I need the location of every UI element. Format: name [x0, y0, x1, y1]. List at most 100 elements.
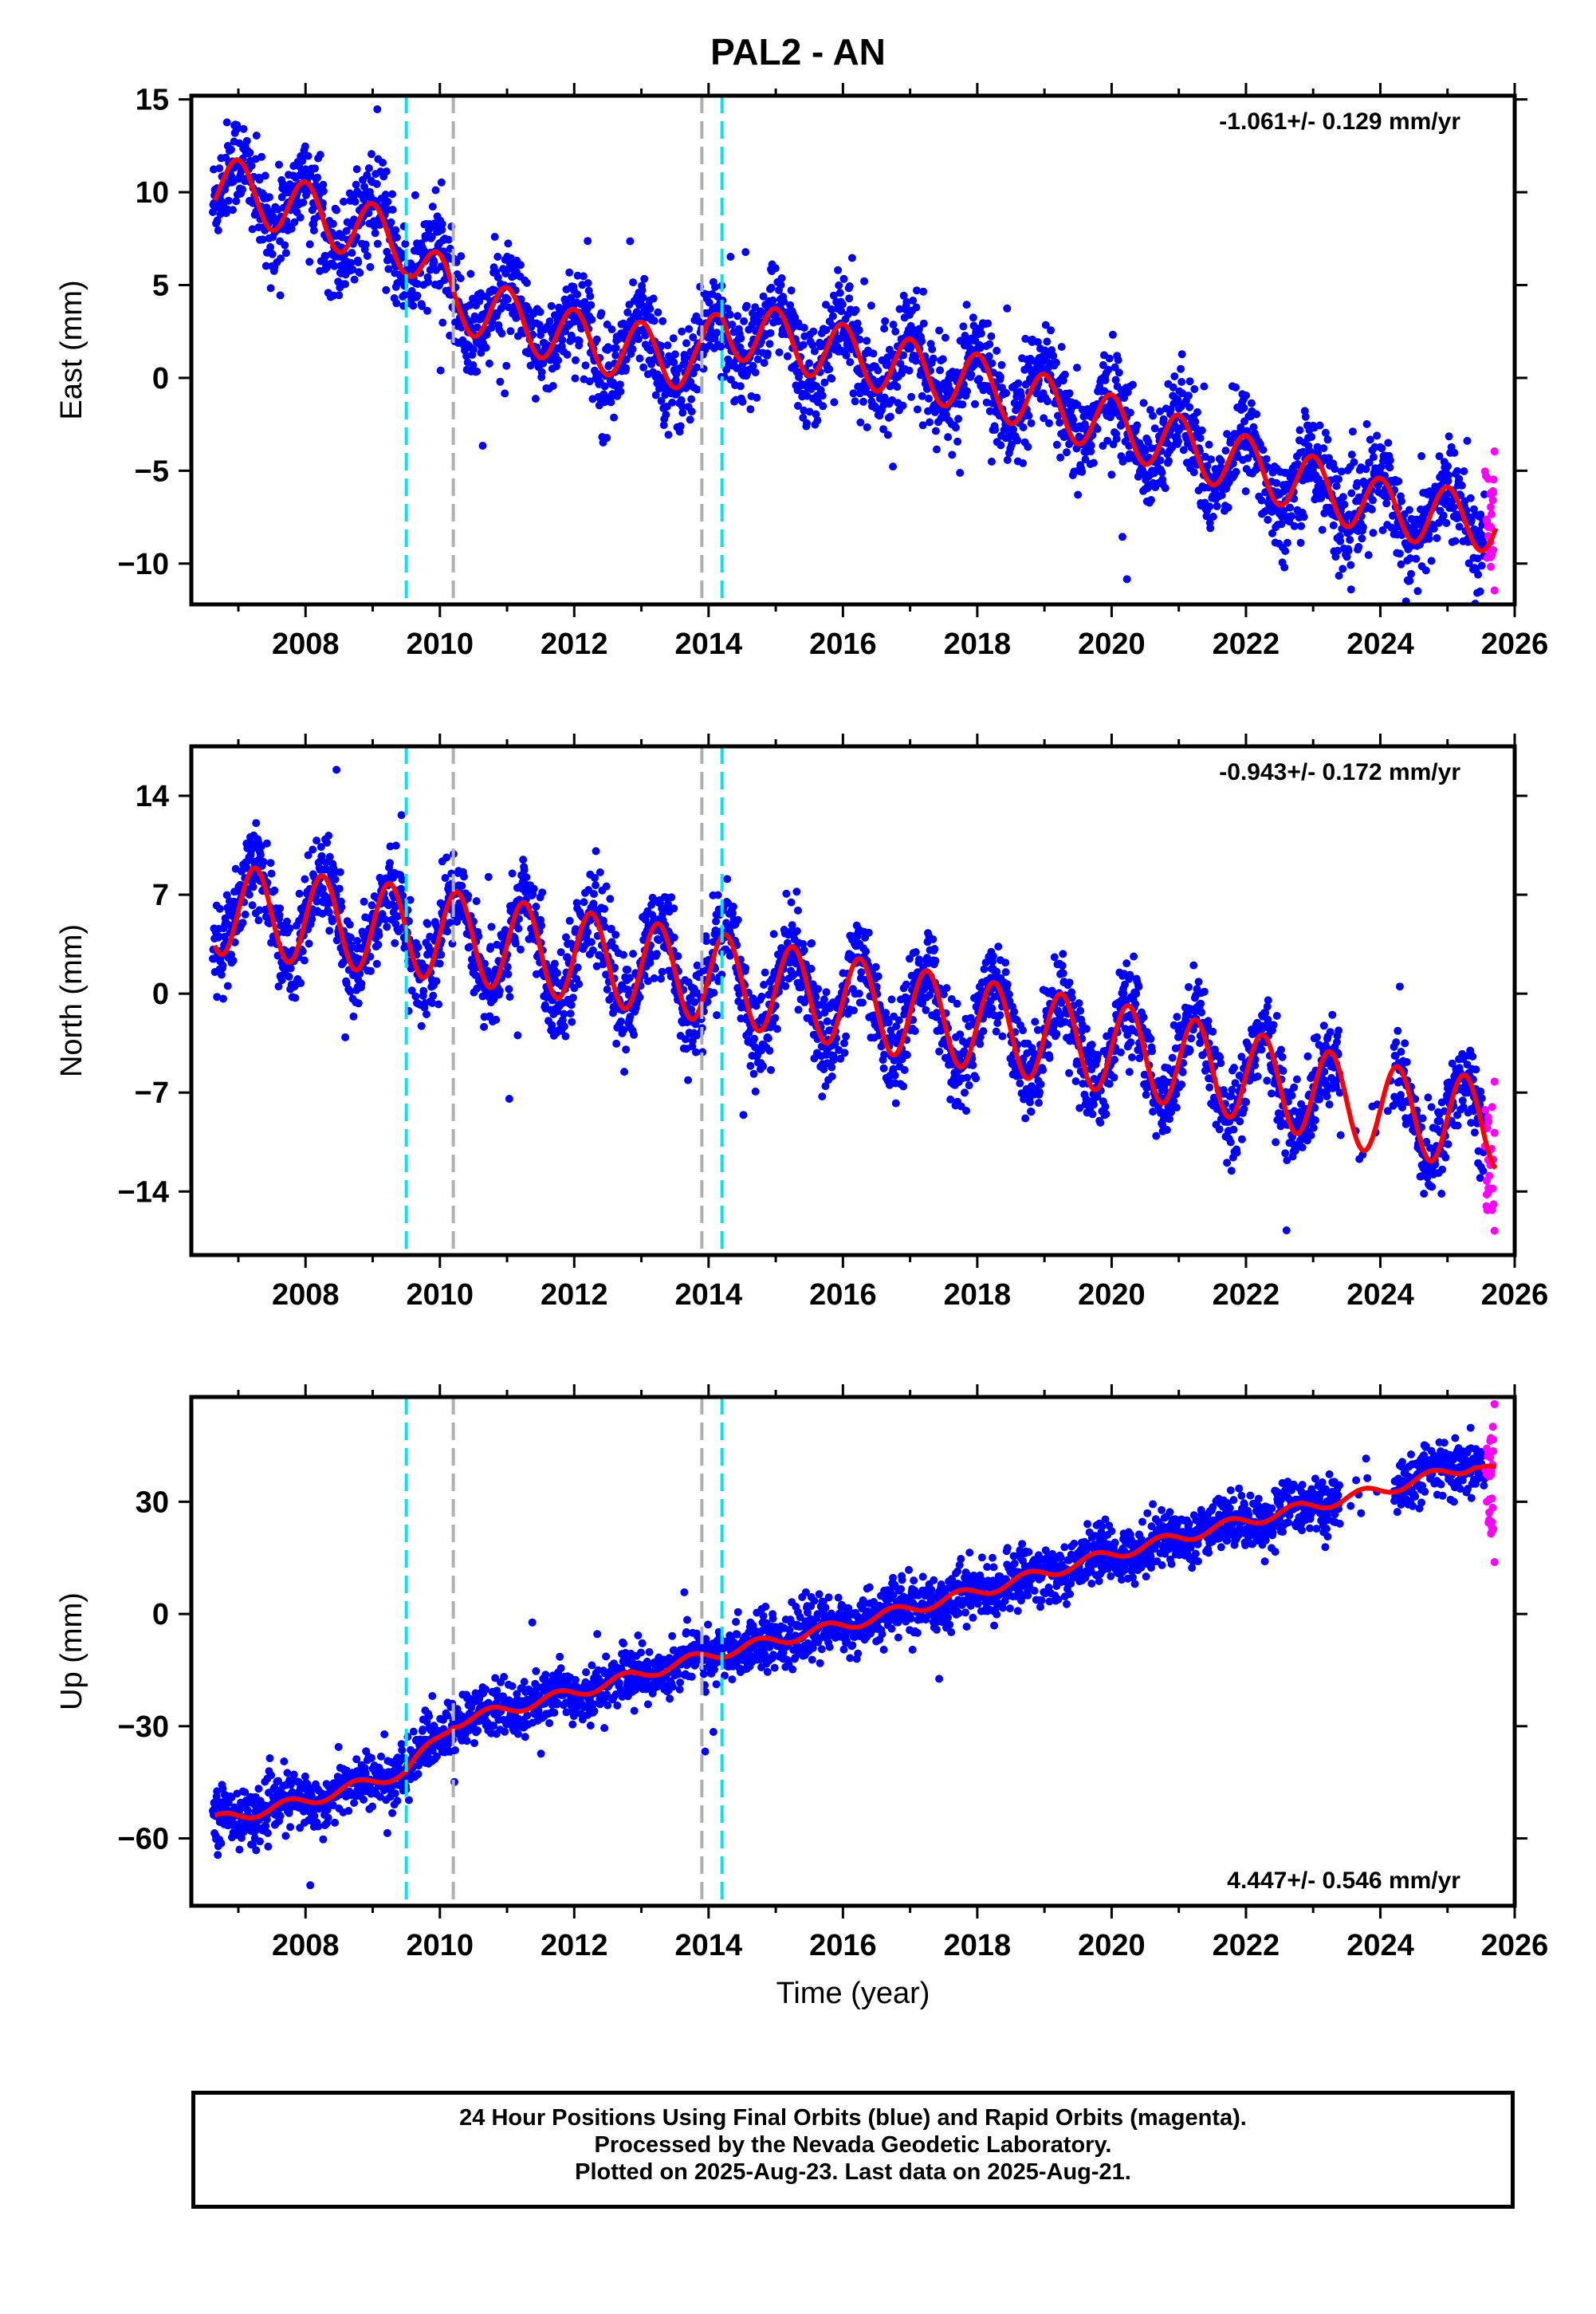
data-point [1384, 439, 1393, 447]
data-point [911, 948, 920, 956]
data-point [630, 1030, 639, 1039]
data-point [969, 313, 977, 322]
data-point [330, 262, 339, 270]
data-point [1133, 421, 1142, 430]
data-point [538, 888, 547, 897]
data-point [657, 396, 666, 405]
data-point [607, 325, 616, 334]
data-point [561, 1032, 570, 1041]
data-point [219, 994, 227, 1003]
data-point [674, 952, 682, 961]
data-point [953, 437, 962, 446]
data-point [1301, 412, 1310, 421]
data-point [466, 270, 475, 278]
data-point [1358, 523, 1367, 532]
data-point [1300, 407, 1309, 415]
data-point [959, 322, 968, 331]
data-point [417, 1021, 426, 1030]
data-point [261, 262, 270, 270]
data-point [1252, 410, 1261, 419]
data-point [635, 993, 644, 1002]
data-point [851, 305, 860, 314]
data-point [514, 924, 523, 933]
data-point [1339, 565, 1347, 573]
data-point [419, 986, 428, 995]
data-point [517, 295, 525, 304]
data-point [772, 1025, 781, 1033]
data-point [1325, 454, 1334, 462]
data-point [944, 433, 953, 442]
data-point [581, 361, 590, 370]
data-point [1417, 452, 1426, 460]
rapid-data-point [1487, 502, 1495, 511]
rapid-data-point [1487, 562, 1495, 571]
data-point [335, 291, 344, 300]
data-point [1240, 403, 1248, 412]
data-point [919, 287, 928, 296]
data-point [217, 970, 226, 979]
data-point [753, 393, 761, 402]
data-point [1299, 513, 1308, 521]
data-point [1346, 536, 1354, 544]
data-point [311, 164, 319, 173]
data-point [304, 152, 313, 160]
data-point [360, 897, 368, 906]
data-point [1378, 444, 1386, 453]
data-point [274, 982, 283, 991]
data-point [1337, 467, 1346, 476]
data-point [813, 416, 822, 425]
rapid-data-point [1480, 467, 1489, 476]
data-point [840, 1039, 848, 1048]
data-point [739, 1111, 748, 1120]
data-point [936, 366, 945, 375]
data-point [431, 186, 440, 195]
data-point [638, 286, 647, 295]
data-point [353, 937, 362, 945]
data-point [434, 1000, 443, 1009]
data-point [610, 413, 619, 422]
data-point [313, 173, 322, 182]
data-point [1244, 454, 1252, 462]
data-point [335, 884, 344, 893]
data-point [427, 233, 436, 242]
data-point [222, 891, 231, 899]
data-point [255, 175, 264, 184]
data-point [759, 1062, 768, 1071]
data-point [702, 937, 711, 946]
data-point [381, 191, 390, 199]
data-point [678, 327, 686, 336]
data-point [855, 990, 863, 998]
data-point [575, 336, 584, 345]
data-point [761, 968, 769, 977]
data-point [584, 237, 592, 246]
data-point [1101, 376, 1110, 384]
data-point [418, 301, 427, 310]
data-point [1264, 515, 1272, 524]
data-point [620, 1068, 629, 1076]
data-point [276, 291, 285, 300]
data-point [1331, 465, 1339, 474]
data-point [1457, 481, 1466, 490]
data-point [1159, 415, 1168, 423]
data-point [781, 982, 790, 990]
data-point [787, 286, 796, 295]
data-point [822, 325, 831, 334]
data-point [782, 889, 791, 898]
data-point [1203, 462, 1212, 470]
data-point [298, 947, 307, 955]
x-tick-label: 2020 [1078, 628, 1146, 661]
data-point [345, 920, 354, 929]
data-point [539, 359, 548, 368]
data-point [827, 1063, 836, 1072]
data-point [693, 385, 702, 394]
data-point [1319, 444, 1328, 453]
data-point [470, 345, 478, 354]
data-point [438, 220, 446, 229]
data-point [548, 382, 557, 390]
data-point [1339, 493, 1347, 502]
data-point [350, 275, 359, 284]
data-point [837, 307, 846, 316]
data-point [503, 962, 512, 971]
data-point [649, 294, 658, 303]
data-point [1074, 490, 1083, 499]
